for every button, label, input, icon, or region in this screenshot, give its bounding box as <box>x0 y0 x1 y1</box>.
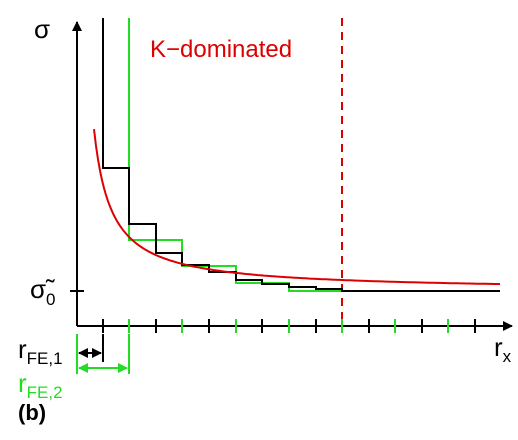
asymptote-subscript: 0 <box>46 290 55 309</box>
mesh1-subscript: FE,1 <box>27 349 63 368</box>
analytic-stress-curve <box>93 128 501 286</box>
mesh2-subscript: FE,2 <box>27 383 63 402</box>
coarse-mesh-stress-steps <box>128 18 500 292</box>
asymptote-label: σ̃0 <box>30 274 56 309</box>
x-axis-subscript: x <box>503 347 512 366</box>
mesh1-symbol: r <box>18 334 27 364</box>
x-axis-ticks <box>102 319 476 333</box>
y-axis-label: σ <box>34 14 50 44</box>
mesh2-label: rFE,2 <box>18 368 63 402</box>
panel-label: (b) <box>18 400 46 425</box>
k-dominated-label: K−dominated <box>150 36 292 63</box>
x-axis-symbol: r <box>494 332 503 362</box>
mesh2-symbol: r <box>18 368 27 398</box>
mesh1-label: rFE,1 <box>18 334 63 368</box>
x-axis-label: rx <box>494 332 512 366</box>
